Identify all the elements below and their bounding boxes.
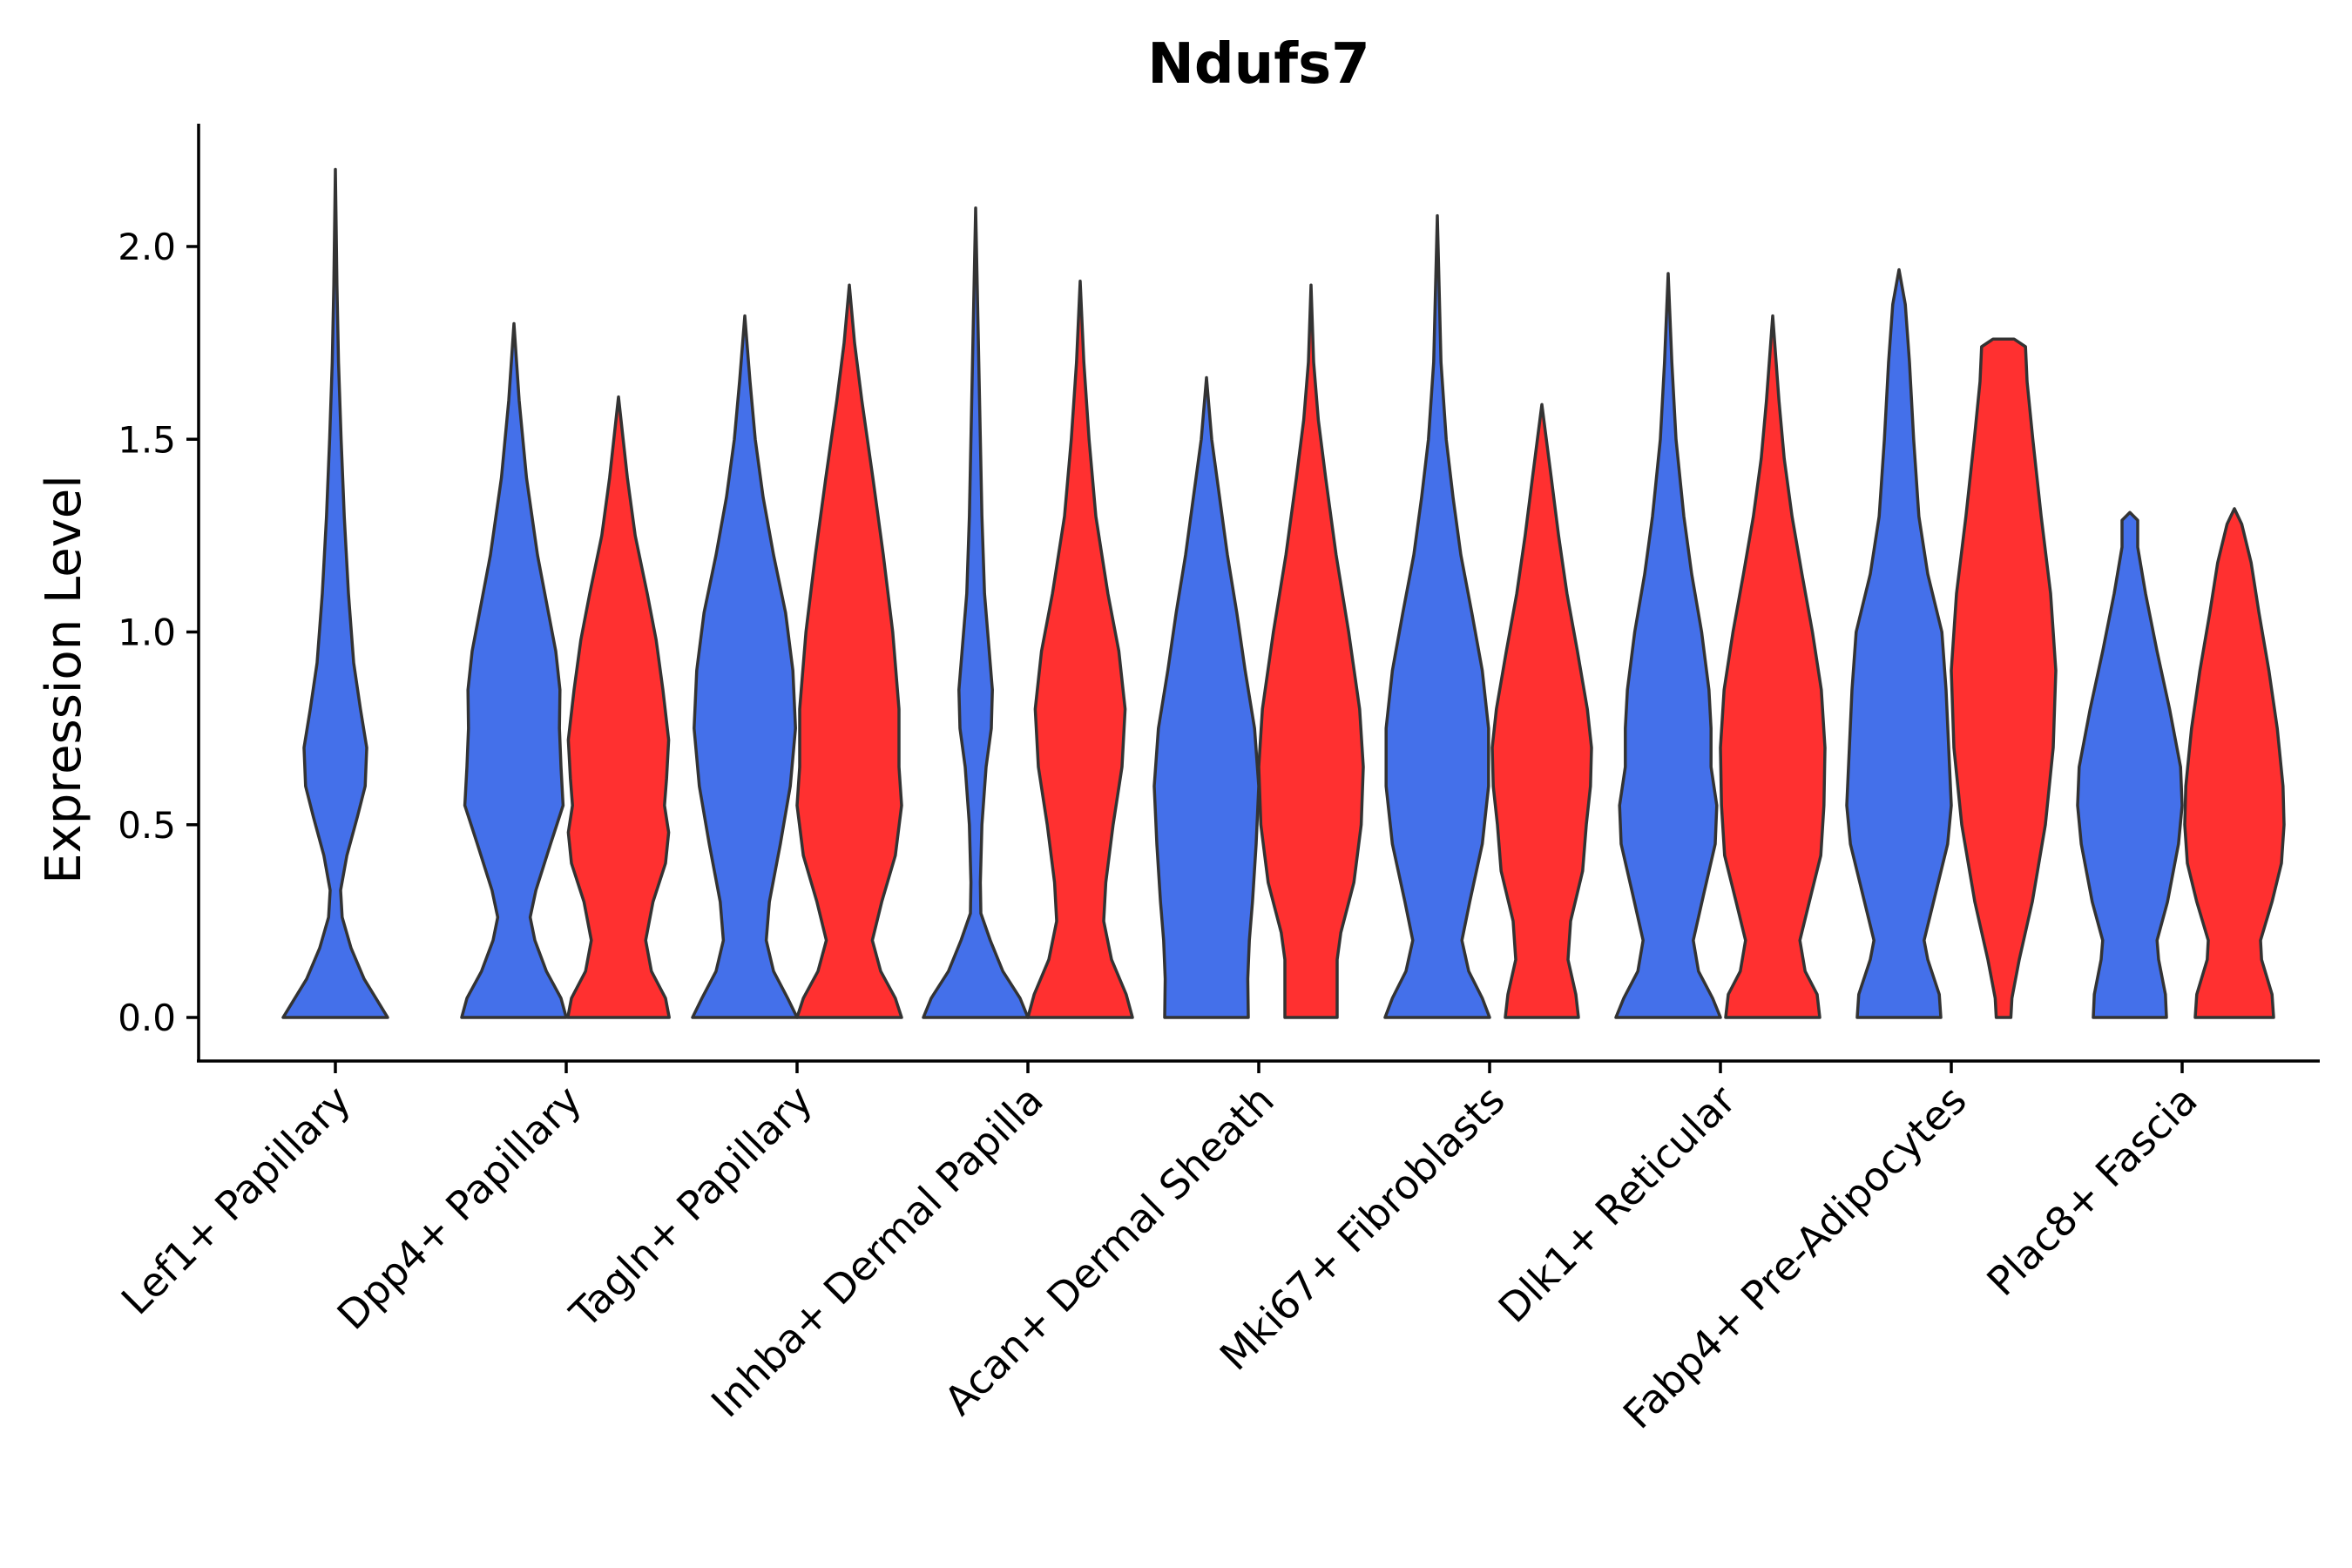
violin-group-2 <box>1490 402 1593 1019</box>
violin-group-2 <box>1950 337 2058 1019</box>
violin-group-2 <box>1719 314 1827 1019</box>
violin-group-1 <box>1152 375 1260 1019</box>
violin-group-2 <box>1257 283 1365 1019</box>
y-axis-ticks: 0.0 0.5 1.0 1.5 2.0 <box>118 226 199 1039</box>
violin-group-1 <box>1845 267 1953 1019</box>
plot-area <box>281 167 2286 1019</box>
y-tick-label: 1.0 <box>118 612 176 654</box>
y-tick-label: 2.0 <box>118 226 176 268</box>
y-tick-label: 0.5 <box>118 804 176 847</box>
violin-group-1 <box>281 167 389 1019</box>
violin-group-2 <box>566 395 671 1019</box>
y-axis-label: Expression Level <box>36 475 92 884</box>
y-tick-label: 0.0 <box>118 997 176 1039</box>
violin-group-1 <box>460 321 568 1019</box>
violin-group-1 <box>1614 272 1722 1019</box>
x-category-label: Plac8+ Fascia <box>1977 1077 2206 1305</box>
x-category-label: Tagln+ Papillary <box>560 1077 821 1338</box>
violin-group-2 <box>2183 507 2286 1019</box>
violin-group-2 <box>1026 280 1134 1019</box>
violin-group-2 <box>795 283 903 1019</box>
x-category-label: Dlk1+ Reticular <box>1490 1077 1745 1332</box>
x-category-label: Lef1+ Papillary <box>112 1077 360 1324</box>
y-tick-label: 1.5 <box>118 418 176 461</box>
violin-group-1 <box>691 314 799 1019</box>
violin-group-1 <box>1383 213 1491 1019</box>
x-category-label: Dpp4+ Papillary <box>328 1077 591 1339</box>
violin-group-1 <box>922 206 1030 1019</box>
violin-group-1 <box>2076 510 2184 1019</box>
chart-title: Ndufs7 <box>1147 32 1369 97</box>
